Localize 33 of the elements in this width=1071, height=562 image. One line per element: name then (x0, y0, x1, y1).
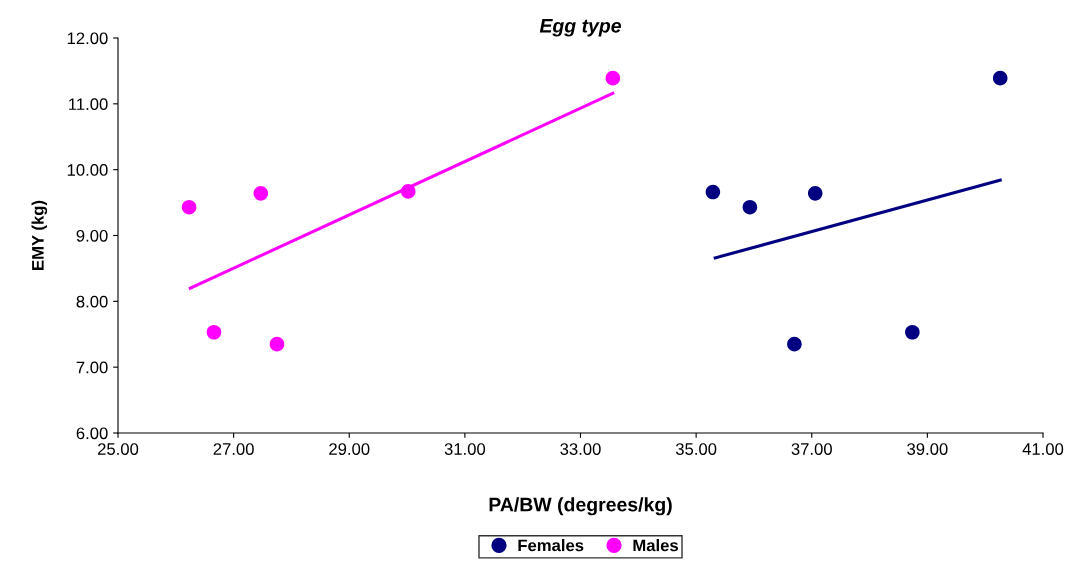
point (742, 199, 758, 215)
point (400, 184, 416, 199)
point (705, 184, 721, 200)
point (206, 324, 222, 340)
y-tick-label: 9.00 (76, 229, 108, 242)
x-tick-label: 37.00 (791, 443, 832, 455)
x-tick-label: 29.00 (329, 443, 370, 455)
x-tick-label: 33.00 (560, 443, 601, 455)
legend-label: Females (518, 539, 584, 552)
y-tick-label: 10.00 (67, 164, 108, 176)
x-tick-label: 39.00 (907, 443, 948, 455)
point (253, 186, 269, 201)
y-tick-label: 12.00 (67, 32, 108, 45)
point (992, 70, 1008, 86)
point (181, 199, 197, 215)
x-tick-label: 27.00 (213, 443, 254, 455)
chart-title: Egg type (539, 19, 622, 37)
point (269, 336, 285, 352)
legend-label: Males (633, 539, 678, 552)
point (807, 186, 823, 201)
point (605, 70, 621, 86)
x-tick-label: 35.00 (675, 443, 717, 455)
point (905, 324, 920, 340)
y-axis-title: EMY (kg) (31, 200, 48, 270)
x-tick-label: 41.00 (1022, 443, 1064, 455)
x-tick-label: 25.00 (97, 443, 139, 455)
y-tick-label: 6.00 (76, 427, 108, 440)
y-tick-label: 11.00 (69, 98, 108, 111)
y-tick-label: 7.00 (76, 361, 108, 374)
x-axis-title: PA/BW (degrees/kg) (489, 497, 672, 516)
y-tick-label: 8.00 (76, 295, 108, 308)
point (787, 336, 802, 352)
x-tick-label: 31.00 (444, 443, 486, 455)
